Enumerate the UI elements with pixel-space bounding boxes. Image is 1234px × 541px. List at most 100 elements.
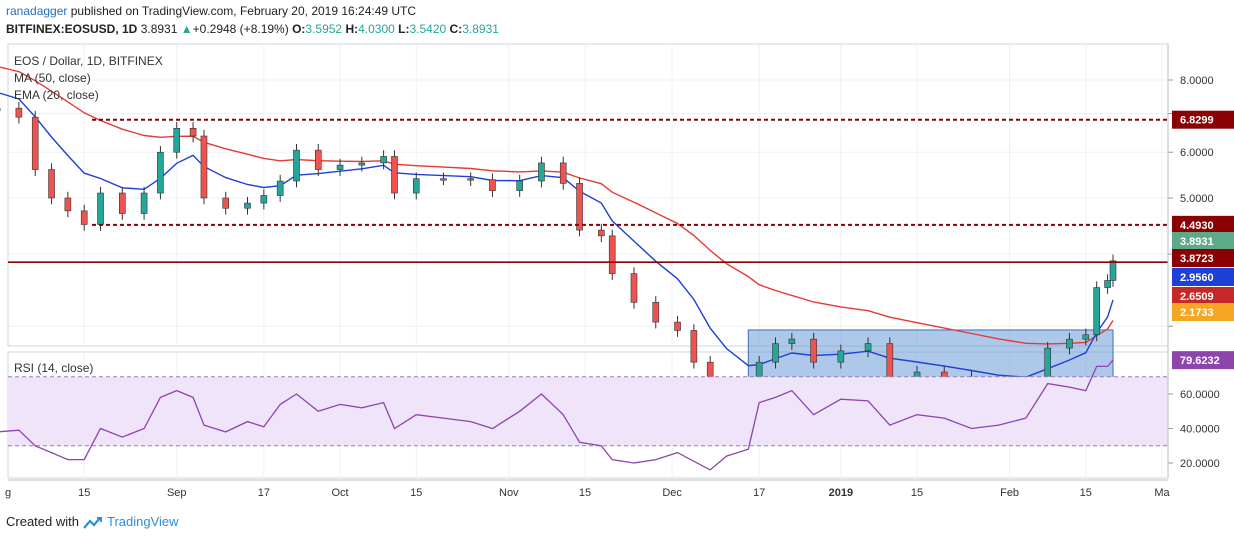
candle-body [467, 178, 474, 181]
level-tag-6.8299: 6.8299 [1172, 110, 1234, 129]
created-with-text: Created with [6, 514, 79, 529]
time-tick-label: 15 [410, 487, 422, 499]
level-tag-4.4930-text: 4.4930 [1180, 220, 1214, 232]
chart-legend-title: EOS / Dollar, 1D, BITFINEX [14, 54, 163, 68]
publish-info: ranadagger published on TradingView.com,… [6, 4, 416, 18]
last-price: 3.8931 [140, 22, 178, 36]
symbol-quote-line: BITFINEX:EOSUSD, 1D 3.8931 ▲+0.2948 (+8.… [6, 22, 499, 36]
rsi-line [0, 359, 1114, 471]
candle-body [1109, 260, 1117, 281]
rsi-legend: RSI (14, close) [14, 361, 94, 375]
candle-body [222, 197, 230, 209]
rsi-tick-label: 60.0000 [1180, 389, 1220, 401]
up-arrow-icon: ▲ [180, 22, 193, 36]
candle-body [293, 149, 300, 182]
price-pane [7, 43, 1169, 347]
symbol-label: BITFINEX:EOSUSD, 1D [6, 22, 138, 36]
open-value: 3.5952 [305, 22, 343, 36]
time-tick-label: Dec [662, 487, 682, 499]
publisher-username[interactable]: ranadagger [6, 4, 68, 18]
candle-body [15, 107, 23, 118]
candle-body [440, 178, 447, 181]
price-tag-2.1733-text: 2.1733 [1180, 307, 1214, 319]
candle-body [598, 229, 605, 237]
price-tag-3.8931-text: 3.8931 [1180, 236, 1214, 248]
ma-50-line [0, 66, 1114, 345]
tradingview-logo-icon [83, 516, 102, 529]
price-tag-2.6509: 2.6509 [1172, 287, 1234, 305]
candle-body [200, 135, 208, 199]
candle-body [380, 156, 387, 164]
price-tag-2.6509-text: 2.6509 [1180, 291, 1214, 303]
price-change: +0.2948 (+8.19%) [192, 22, 289, 36]
high-value: 4.0300 [358, 22, 395, 36]
candle-body [157, 151, 164, 194]
candle-body [1104, 280, 1111, 288]
level-tag-4.4930: 4.4930 [1172, 215, 1234, 234]
candle-body [119, 192, 126, 214]
level-tag-4.4930-bg [1172, 215, 1234, 234]
low-value: 3.5420 [409, 22, 447, 36]
time-tick-label: Feb [1000, 487, 1019, 499]
candle-body [608, 235, 616, 274]
candle-body [864, 343, 872, 352]
candle-body [31, 116, 39, 170]
candle-body [674, 321, 681, 331]
price-tag-2.1733: 2.1733 [1172, 303, 1234, 321]
candle-body [810, 338, 817, 363]
rsi-band-fill [8, 376, 1168, 446]
publish-text: published on TradingView.com, February 2… [70, 4, 417, 18]
candle-body [189, 127, 197, 137]
time-tick-label: 2019 [829, 487, 853, 499]
ema-legend: EMA (20, close) [14, 88, 99, 102]
price-tag-2.6509-bg [1172, 287, 1234, 305]
candle-body [140, 192, 148, 214]
candle-body [48, 169, 55, 199]
candle-body [630, 273, 638, 303]
time-tick-label: Oct [331, 487, 348, 499]
candle-body [391, 156, 398, 194]
candle-body [412, 178, 420, 194]
tradingview-brand[interactable]: TradingView [106, 514, 179, 529]
level-tag-6.8299-bg [1172, 110, 1234, 129]
candle-body [652, 302, 660, 323]
price-tag-2.9560-text: 2.9560 [1180, 272, 1214, 284]
footer: Created with TradingView [6, 514, 179, 530]
rsi-tick-label: 40.0000 [1180, 424, 1220, 436]
time-tick-label: 17 [753, 487, 765, 499]
time-tick-label: Ma [1154, 487, 1170, 499]
candle-body [489, 179, 496, 191]
open-label: O: [292, 22, 306, 36]
time-tick-label: g [5, 487, 11, 499]
candle-body [538, 162, 545, 182]
high-label: H: [345, 22, 359, 36]
candle-body [358, 162, 366, 166]
rsi-last-tag: 79.6232 [1172, 351, 1234, 370]
candle-body [276, 180, 284, 196]
candle-body [559, 162, 567, 184]
price-tag-2.9560-bg [1172, 268, 1234, 286]
time-tick-label: Nov [499, 487, 519, 499]
candle-body [80, 210, 88, 225]
candle-body [173, 127, 181, 153]
candle-body [314, 149, 322, 170]
ema-20-line [0, 92, 1114, 378]
candle-body [772, 343, 779, 363]
price-tick-label: 6.0000 [1180, 147, 1214, 159]
candle-body [576, 183, 583, 231]
rsi-tick-label: 20.0000 [1180, 458, 1220, 470]
level-tag-6.8299-text: 6.8299 [1180, 115, 1214, 127]
candle-body [336, 164, 344, 170]
candle-body [690, 330, 698, 363]
candle-body [788, 338, 796, 344]
time-tick-label: Sep [167, 487, 187, 499]
candle-body [886, 343, 894, 378]
price-tick-label: 5.0000 [1180, 193, 1214, 205]
price-tag-2.1733-bg [1172, 303, 1234, 321]
candle-body [260, 195, 268, 204]
candle-body [516, 180, 523, 191]
candle-body [97, 192, 104, 225]
candle-body [244, 202, 251, 209]
rsi-last-tag-text: 79.6232 [1180, 355, 1220, 367]
